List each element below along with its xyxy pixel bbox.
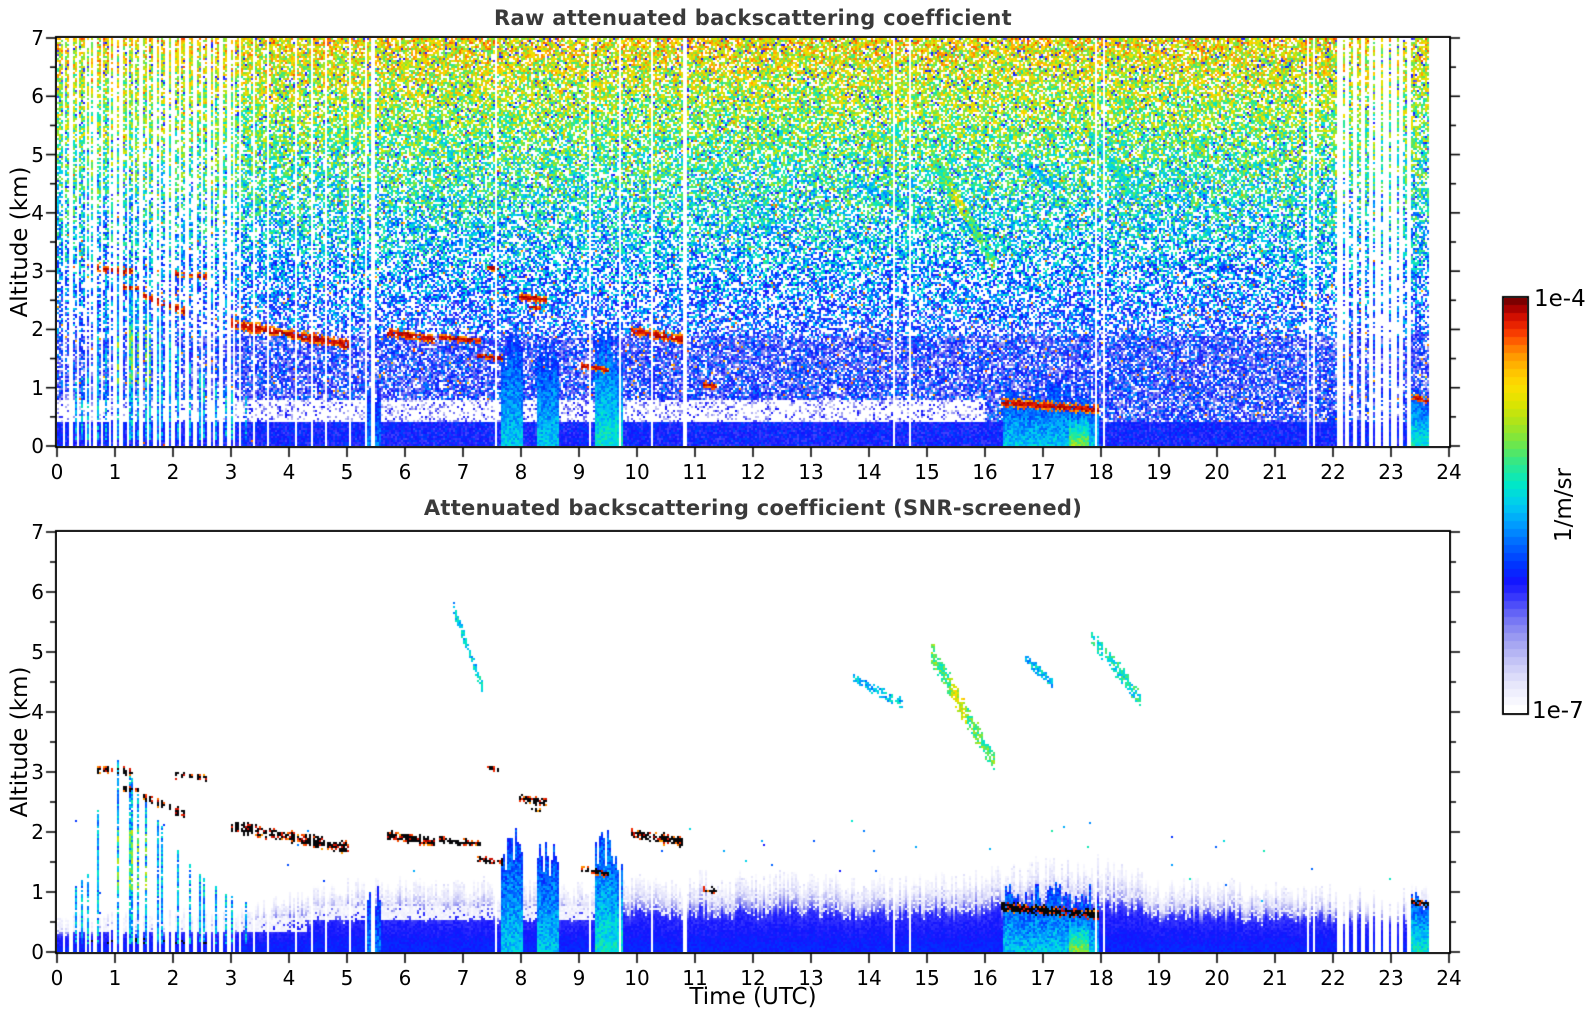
y-tick-label: 6: [31, 580, 44, 604]
x-tick-label: 0: [50, 966, 64, 990]
x-tick-label: 10: [624, 966, 650, 990]
x-tick-label: 13: [798, 966, 824, 990]
y-tick-label: 4: [31, 200, 44, 225]
x-tick-label: 2: [166, 966, 180, 990]
y-tick-label: 3: [31, 760, 44, 784]
y-tick-label: 0: [31, 940, 44, 964]
x-tick-label: 1: [108, 966, 122, 990]
x-tick-label: 24: [1436, 460, 1462, 484]
x-tick-label: 3: [224, 966, 238, 990]
x-tick-label: 19: [1146, 966, 1172, 990]
x-tick-label: 18: [1088, 460, 1114, 484]
x-tick-label: 22: [1320, 460, 1346, 484]
x-tick-label: 9: [572, 966, 586, 990]
x-tick-label: 16: [972, 966, 998, 990]
y-tick-label: 5: [31, 142, 44, 167]
x-tick-label: 15: [914, 460, 940, 484]
raw-panel-title: Raw attenuated backscattering coefficien…: [494, 6, 1012, 30]
x-tick-label: 15: [914, 966, 940, 990]
colorbar-max-label: 1e-4: [1534, 286, 1586, 312]
x-tick-label: 17: [1030, 966, 1056, 990]
y-tick-label: 7: [31, 520, 44, 544]
y-axis-label-screened: Altitude (km): [7, 666, 33, 818]
x-tick-label: 17: [1030, 460, 1056, 484]
x-tick-label: 18: [1088, 966, 1114, 990]
x-tick-label: 14: [856, 460, 882, 484]
screened-panel-title: Attenuated backscattering coefficient (S…: [423, 496, 1083, 520]
x-tick-label: 19: [1146, 460, 1172, 484]
y-tick-label: 5: [31, 640, 44, 664]
y-tick-label: 1: [31, 375, 44, 400]
x-tick-label: 9: [572, 460, 586, 484]
y-tick-label: 1: [31, 880, 44, 904]
x-tick-label: 14: [856, 966, 882, 990]
y-tick-label: 6: [31, 84, 44, 109]
x-tick-label: 6: [398, 460, 412, 484]
x-tick-label: 24: [1436, 966, 1462, 990]
x-tick-label: 4: [282, 460, 296, 484]
x-tick-label: 12: [740, 460, 766, 484]
y-tick-label: 2: [31, 317, 44, 342]
x-axis-label: Time (UTC): [689, 984, 817, 1010]
x-tick-label: 22: [1320, 966, 1346, 990]
colorbar-min-label: 1e-7: [1532, 698, 1584, 724]
x-tick-label: 8: [514, 966, 528, 990]
screened-heatmap-canvas: [57, 532, 1449, 952]
x-tick-label: 6: [398, 966, 412, 990]
x-tick-label: 1: [108, 460, 122, 484]
x-tick-label: 23: [1378, 460, 1404, 484]
x-tick-label: 10: [624, 460, 650, 484]
y-tick-label: 7: [31, 26, 44, 50]
x-tick-label: 5: [340, 966, 354, 990]
x-tick-label: 13: [798, 460, 824, 484]
x-tick-label: 7: [456, 966, 470, 990]
x-tick-label: 16: [972, 460, 998, 484]
x-tick-label: 12: [740, 966, 766, 990]
x-tick-label: 21: [1262, 460, 1288, 484]
x-tick-label: 11: [682, 966, 708, 990]
x-tick-label: 2: [166, 460, 180, 484]
y-tick-label: 4: [31, 700, 44, 724]
x-tick-label: 21: [1262, 966, 1288, 990]
y-tick-label: 0: [31, 434, 44, 458]
x-tick-label: 0: [50, 460, 64, 484]
x-tick-label: 20: [1204, 966, 1230, 990]
x-tick-label: 8: [514, 460, 528, 484]
x-tick-label: 23: [1378, 966, 1404, 990]
y-axis-label-raw: Altitude (km): [7, 166, 33, 318]
x-tick-label: 4: [282, 966, 296, 990]
colorbar-canvas: [1504, 298, 1527, 713]
x-tick-label: 3: [224, 460, 238, 484]
colorbar-unit-label: 1/m/sr: [1551, 468, 1577, 542]
x-tick-label: 20: [1204, 460, 1230, 484]
y-tick-label: 3: [31, 259, 44, 284]
y-tick-label: 2: [31, 820, 44, 844]
x-tick-label: 7: [456, 460, 470, 484]
x-tick-label: 5: [340, 460, 354, 484]
raw-heatmap-canvas: [57, 38, 1449, 446]
x-tick-label: 11: [682, 460, 708, 484]
